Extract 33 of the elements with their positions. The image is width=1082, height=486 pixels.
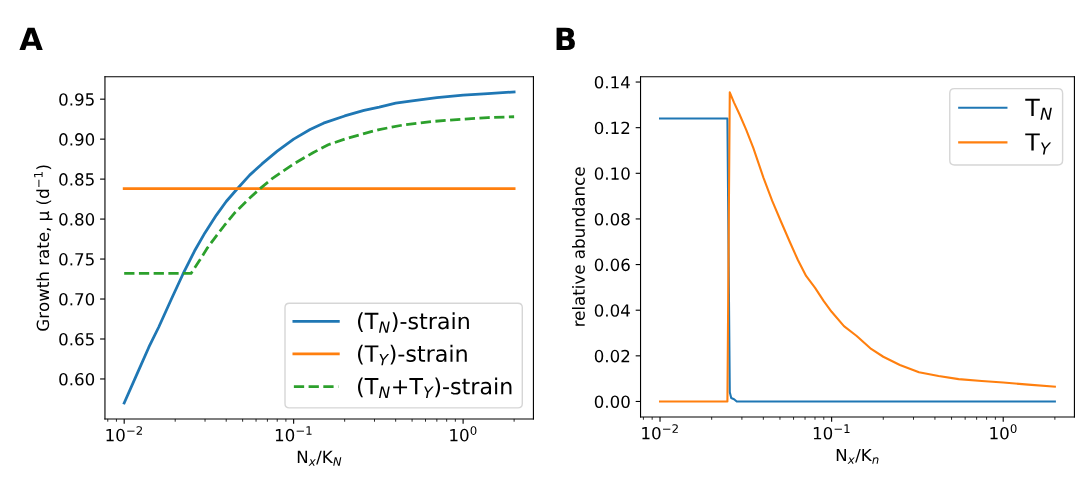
y-tick-label: 0.80 bbox=[59, 213, 95, 226]
x-tick-label: 10$^{0}$ bbox=[450, 426, 477, 442]
legend-label: (T$_{N}$)-strain bbox=[358, 312, 469, 333]
chart-title: A bbox=[19, 27, 43, 50]
x-axis-title: N$_{x}$/K$_{n}$ bbox=[836, 448, 879, 464]
y-tick-label: 0.65 bbox=[59, 332, 94, 346]
y-tick-label: 0.90 bbox=[59, 133, 95, 146]
x-tick-label: 10$^{−2}$ bbox=[106, 426, 142, 442]
y-tick-label: 0.10 bbox=[594, 167, 630, 180]
y-tick-label: 0.60 bbox=[59, 372, 95, 386]
legend-label: (T$_{Y}$)-strain bbox=[358, 344, 467, 366]
y-tick-label: 0.95 bbox=[59, 93, 94, 106]
y-tick-label: 0.70 bbox=[59, 292, 95, 306]
legend-label: T$_{Y}$ bbox=[1025, 133, 1052, 155]
y-tick-label: 0.00 bbox=[594, 395, 630, 409]
y-tick-label: 0.75 bbox=[59, 253, 94, 266]
y-axis-title: Growth rate, μ (d$^{−1}$) bbox=[34, 165, 53, 331]
x-tick-label: 10$^{−1}$ bbox=[813, 424, 850, 440]
x-tick-label: 10$^{−1}$ bbox=[275, 426, 312, 442]
legend-label: T$_{N}$ bbox=[1025, 98, 1052, 120]
y-tick-label: 0.85 bbox=[59, 173, 94, 186]
x-tick-label: 10$^{−2}$ bbox=[642, 424, 678, 440]
y-axis-title: relative abundance bbox=[572, 167, 585, 326]
y-tick-label: 0.06 bbox=[594, 258, 630, 272]
y-tick-label: 0.04 bbox=[594, 304, 630, 317]
x-tick-label: 10$^{0}$ bbox=[990, 424, 1017, 440]
chart-title: B bbox=[556, 27, 575, 51]
y-tick-label: 0.08 bbox=[594, 212, 630, 226]
legend-label: (T$_{N}$+T$_{Y}$)-strain bbox=[358, 377, 512, 398]
y-tick-label: 0.02 bbox=[594, 349, 630, 363]
y-tick-label: 0.14 bbox=[594, 76, 630, 89]
y-tick-label: 0.12 bbox=[594, 121, 630, 135]
x-axis-title: N$_{x}$/K$_{N}$ bbox=[297, 450, 342, 466]
